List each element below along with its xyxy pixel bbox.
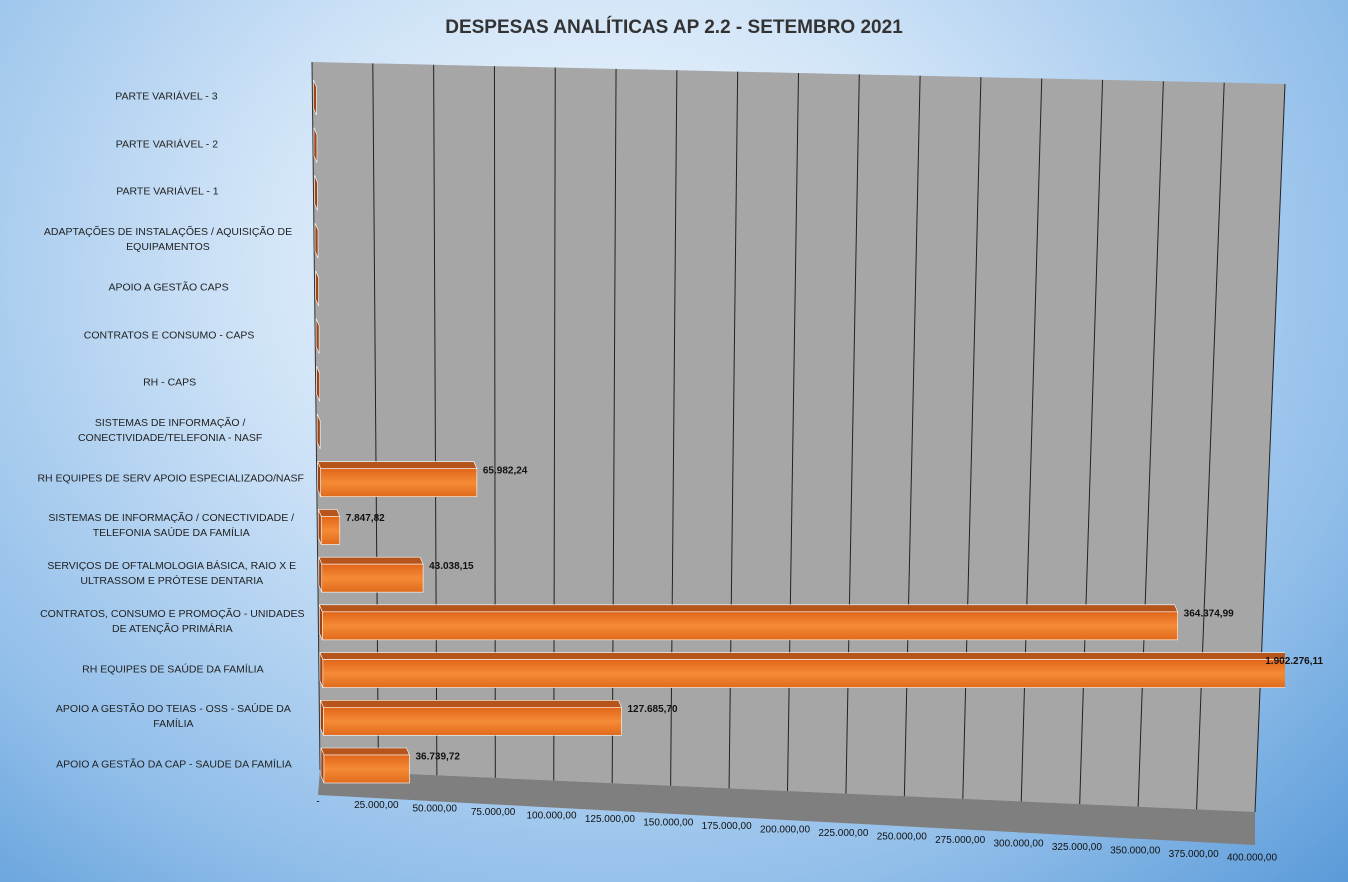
bar-side <box>313 127 318 163</box>
bar-top <box>319 699 622 708</box>
bar-top <box>317 461 478 470</box>
grid-line <box>1196 82 1225 810</box>
value-label: 364.374,99 <box>1184 608 1234 619</box>
bar-side <box>320 747 325 784</box>
value-label: 7.847,82 <box>346 513 385 524</box>
y-tick-label: CONTRATOS, CONSUMO E PROMOÇÃO - UNIDADES… <box>40 607 305 635</box>
bar-top <box>318 604 1179 613</box>
bar-side <box>315 270 319 306</box>
y-tick-label: PARTE VARIÁVEL - 2 <box>115 138 219 151</box>
y-tick-label: APOIO A GESTÃO CAPS <box>108 281 229 294</box>
bar-side <box>320 700 324 736</box>
y-tick-label: PARTE VARIÁVEL - 3 <box>115 90 218 103</box>
x-tick-label: 225.000,00 <box>818 828 868 839</box>
x-tick-label: 400.000,00 <box>1227 853 1277 864</box>
value-label: 65.982,24 <box>483 465 528 476</box>
bar-side <box>319 652 324 688</box>
value-label: 36.739,72 <box>415 752 460 763</box>
y-axis <box>311 61 321 771</box>
grid-line <box>1254 83 1286 813</box>
bar-side <box>316 366 320 402</box>
bar-side <box>313 79 317 116</box>
bar <box>323 754 410 784</box>
bar-side <box>314 175 318 211</box>
x-tick-label: 175.000,00 <box>702 821 752 832</box>
bar <box>321 563 424 593</box>
floor <box>318 770 1255 845</box>
y-tick-label: SISTEMAS DE INFORMAÇÃO / CONECTIVIDADE /… <box>48 512 295 540</box>
y-tick-label: PARTE VARIÁVEL - 1 <box>116 185 219 198</box>
value-label: 43.038,15 <box>429 561 474 572</box>
x-tick-label: 300.000,00 <box>993 839 1043 850</box>
bar-side <box>318 557 323 593</box>
bars <box>313 79 1285 784</box>
x-tick-label: 150.000,00 <box>643 818 693 829</box>
y-tick-label: RH EQUIPES DE SAÚDE DA FAMÍLIA <box>82 663 264 676</box>
bar-side <box>314 223 319 259</box>
y-tick-label: APOIO A GESTÃO DA CAP - SAUDE DA FAMÍLIA <box>56 758 292 771</box>
x-tick-label: 25.000,00 <box>354 800 399 811</box>
bar <box>322 659 1285 688</box>
x-tick-label: 75.000,00 <box>471 807 516 818</box>
bar-top <box>318 556 424 565</box>
bar <box>323 706 622 736</box>
x-tick-label: 50.000,00 <box>413 804 458 815</box>
bar <box>320 468 478 498</box>
chart-title: DESPESAS ANALÍTICAS AP 2.2 - SETEMBRO 20… <box>445 16 903 38</box>
bar <box>320 516 341 545</box>
x-tick-label: 275.000,00 <box>935 835 985 846</box>
bar <box>322 611 1178 641</box>
y-tick-label: APOIO A GESTÃO DO TEIAS - OSS - SAÚDE DA… <box>55 703 291 731</box>
value-label: 1.902.276,11 <box>1265 656 1323 667</box>
x-tick-label: 375.000,00 <box>1169 849 1219 860</box>
y-tick-label: SISTEMAS DE INFORMAÇÃO / CONECTIVIDADE/T… <box>77 417 263 444</box>
x-tick-label: 100.000,00 <box>526 811 576 822</box>
bar-top <box>317 509 341 517</box>
y-tick-label: SERVIÇOS DE OFTALMOLOGIA BÁSICA, RAIO X … <box>47 560 297 588</box>
x-tick-label: - <box>316 797 319 808</box>
x-tick-label: 125.000,00 <box>585 814 635 825</box>
bar-side <box>317 461 322 497</box>
y-tick-label: RH - CAPS <box>143 376 197 389</box>
x-tick-label: 250.000,00 <box>877 832 927 843</box>
x-tick-label: 350.000,00 <box>1110 846 1160 857</box>
bar-side <box>319 604 323 640</box>
bar-side <box>316 413 321 450</box>
y-tick-label: ADAPTAÇÕES DE INSTALAÇÕES / AQUISIÇÃO DE… <box>43 226 293 254</box>
y-tick-label: RH EQUIPES DE SERV APOIO ESPECIALIZADO/N… <box>37 472 304 485</box>
value-label: 127.685,70 <box>627 704 677 715</box>
bar-side <box>317 509 322 545</box>
x-tick-label: 325.000,00 <box>1052 842 1102 853</box>
bar-top <box>319 652 1285 660</box>
back-wall <box>312 62 1285 812</box>
bar-top <box>320 747 410 756</box>
y-tick-label: CONTRATOS E CONSUMO - CAPS <box>83 329 255 342</box>
bar-side <box>315 318 320 354</box>
x-tick-label: 200.000,00 <box>760 825 810 836</box>
